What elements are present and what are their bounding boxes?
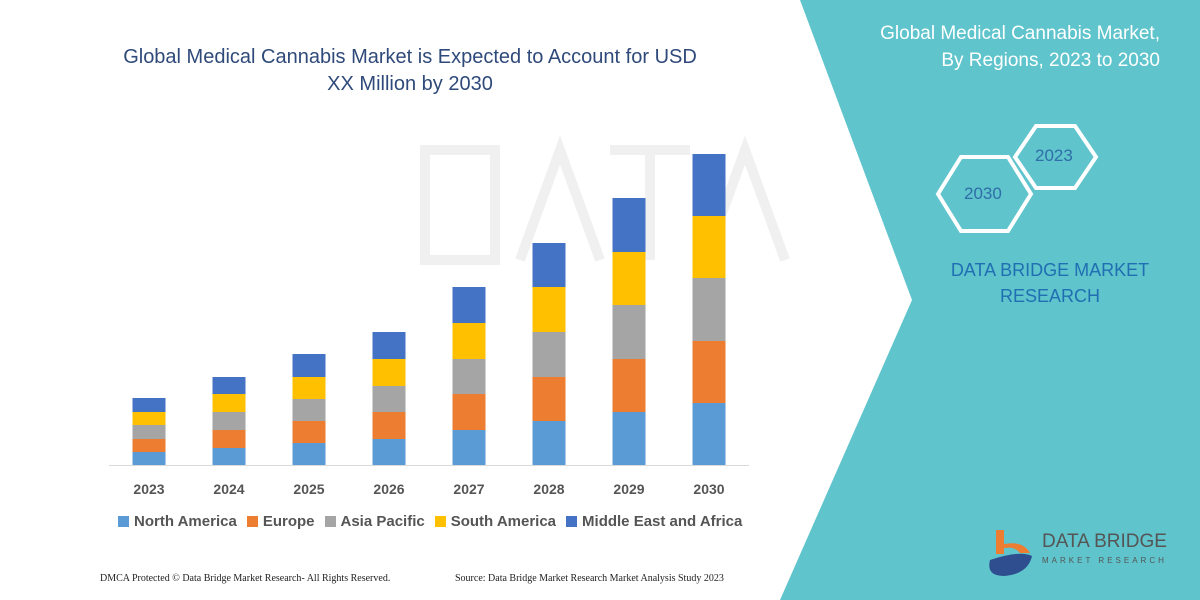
bar-segment (212, 448, 246, 465)
chart-title: Global Medical Cannabis Market is Expect… (123, 46, 697, 95)
logo-icon (989, 530, 1032, 576)
bar-segment (612, 252, 646, 305)
bar-segment (692, 278, 726, 341)
legend-swatch (118, 516, 129, 527)
x-tick-label: 2029 (613, 481, 644, 497)
bar-segment (132, 439, 166, 452)
bar-segment (212, 412, 246, 430)
bar-segment (612, 305, 646, 359)
legend-label: Asia Pacific (340, 513, 425, 530)
bar-segment (452, 287, 486, 323)
bar-segment (372, 359, 406, 386)
brand-text: DATA BRIDGE MARKET RESEARCH (950, 260, 1150, 306)
bar-segment (532, 377, 566, 421)
bar-segment (132, 452, 166, 465)
bar-segment (692, 403, 726, 465)
legend-item: Asia Pacific (324, 513, 425, 530)
bar-segment (532, 421, 566, 465)
legend-item: Europe (246, 513, 315, 530)
footer-source: Source: Data Bridge Market Research Mark… (455, 573, 724, 584)
x-tick-label: 2024 (213, 481, 244, 497)
x-tick-label: 2027 (453, 481, 484, 497)
legend-swatch (324, 516, 336, 527)
legend-label: South America (450, 513, 557, 530)
bar-segment (292, 421, 326, 443)
legend: North America Europe Asia Pacific South Ame… (118, 513, 742, 530)
bar-segment (692, 216, 726, 278)
legend-label: North America (134, 513, 237, 530)
legend-swatch (246, 516, 258, 527)
bar-segment (292, 399, 326, 421)
x-tick-label: 2023 (133, 481, 164, 497)
hex-label-2023: 2023 (1035, 146, 1073, 165)
bar-segment (372, 386, 406, 412)
bar-segment (292, 443, 326, 465)
bar-segment (532, 287, 566, 332)
bar-segment (532, 332, 566, 377)
bar-segment (452, 394, 486, 430)
legend-label: Europe (262, 513, 315, 530)
x-tick-label: 2025 (293, 481, 324, 497)
x-tick-label: 2030 (693, 481, 724, 497)
bar-segment (452, 430, 486, 465)
bar-segment (692, 154, 726, 216)
legend-item: North America (118, 513, 237, 530)
bar-segment (372, 412, 406, 439)
logo-subtext: MARKET RESEARCH (1042, 556, 1167, 565)
bar-segment (292, 377, 326, 399)
x-tick-label: 2028 (533, 481, 564, 497)
bar-segment (212, 394, 246, 412)
bar-segment (132, 425, 166, 439)
bar-segment (292, 354, 326, 377)
legend-swatch (434, 516, 446, 527)
side-title: Global Medical Cannabis Market, By Regio… (880, 23, 1160, 71)
bar-segment (692, 341, 726, 403)
bar-segment (612, 412, 646, 465)
legend-item: South America (434, 513, 557, 530)
bar-segment (132, 412, 166, 425)
logo-text: DATA BRIDGE (1042, 531, 1167, 552)
bar-segment (132, 398, 166, 412)
legend-label: Middle East and Africa (582, 513, 743, 530)
footer-copyright: DMCA Protected © Data Bridge Market Rese… (100, 573, 391, 584)
legend-swatch (566, 516, 578, 527)
bar-segment (452, 323, 486, 359)
hex-2030-icon (935, 155, 1034, 233)
bar-segment (212, 377, 246, 394)
hex-2023-icon (1012, 124, 1099, 190)
legend-item: Middle East and Africa (566, 513, 742, 530)
side-panel (780, 0, 1200, 600)
bar-segment (612, 198, 646, 252)
bar-segment (612, 359, 646, 412)
bar-segment (372, 439, 406, 465)
bar-segment (532, 243, 566, 287)
hex-label-2030: 2030 (964, 184, 1002, 203)
bar-segment (212, 430, 246, 448)
bar-segment (452, 359, 486, 394)
bar-segment (372, 332, 406, 359)
bar-chart: 2023 2024 2025 2026 2027 2028 2029 2030 (109, 154, 749, 497)
x-tick-label: 2026 (373, 481, 404, 497)
